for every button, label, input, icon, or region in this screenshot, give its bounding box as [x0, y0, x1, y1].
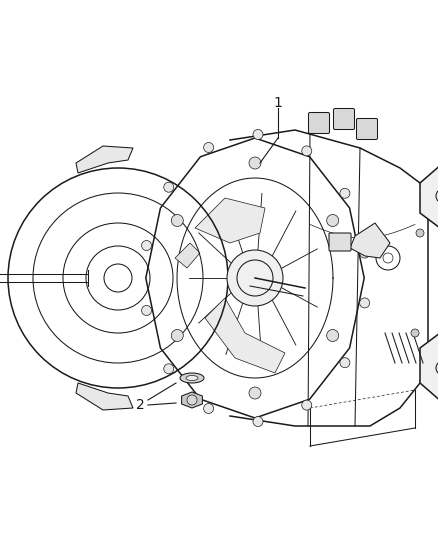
- Text: 2: 2: [136, 398, 145, 412]
- Circle shape: [340, 358, 350, 368]
- Circle shape: [187, 395, 197, 405]
- Circle shape: [141, 305, 152, 316]
- Circle shape: [302, 146, 312, 156]
- Circle shape: [171, 329, 184, 342]
- Polygon shape: [182, 392, 202, 408]
- Circle shape: [249, 387, 261, 399]
- Ellipse shape: [186, 376, 198, 381]
- Polygon shape: [175, 243, 200, 268]
- Polygon shape: [76, 146, 133, 173]
- Circle shape: [227, 250, 283, 306]
- Ellipse shape: [180, 373, 204, 383]
- Circle shape: [253, 130, 263, 140]
- Circle shape: [141, 240, 152, 251]
- FancyBboxPatch shape: [329, 233, 351, 251]
- Circle shape: [253, 416, 263, 426]
- Polygon shape: [350, 223, 390, 258]
- FancyBboxPatch shape: [333, 109, 354, 130]
- Polygon shape: [420, 163, 438, 228]
- Circle shape: [302, 400, 312, 410]
- Circle shape: [164, 364, 174, 374]
- Polygon shape: [76, 383, 133, 410]
- Polygon shape: [420, 333, 438, 403]
- Circle shape: [327, 214, 339, 227]
- Text: 1: 1: [274, 96, 283, 110]
- Circle shape: [360, 248, 370, 258]
- Circle shape: [360, 298, 370, 308]
- Circle shape: [327, 329, 339, 342]
- Circle shape: [164, 182, 174, 192]
- Circle shape: [416, 229, 424, 237]
- FancyBboxPatch shape: [357, 118, 378, 140]
- FancyBboxPatch shape: [308, 112, 329, 133]
- Circle shape: [249, 157, 261, 169]
- Circle shape: [340, 188, 350, 198]
- Circle shape: [204, 142, 214, 152]
- Circle shape: [204, 403, 214, 414]
- Polygon shape: [195, 198, 265, 243]
- Circle shape: [171, 214, 184, 227]
- Polygon shape: [205, 298, 285, 373]
- Circle shape: [411, 329, 419, 337]
